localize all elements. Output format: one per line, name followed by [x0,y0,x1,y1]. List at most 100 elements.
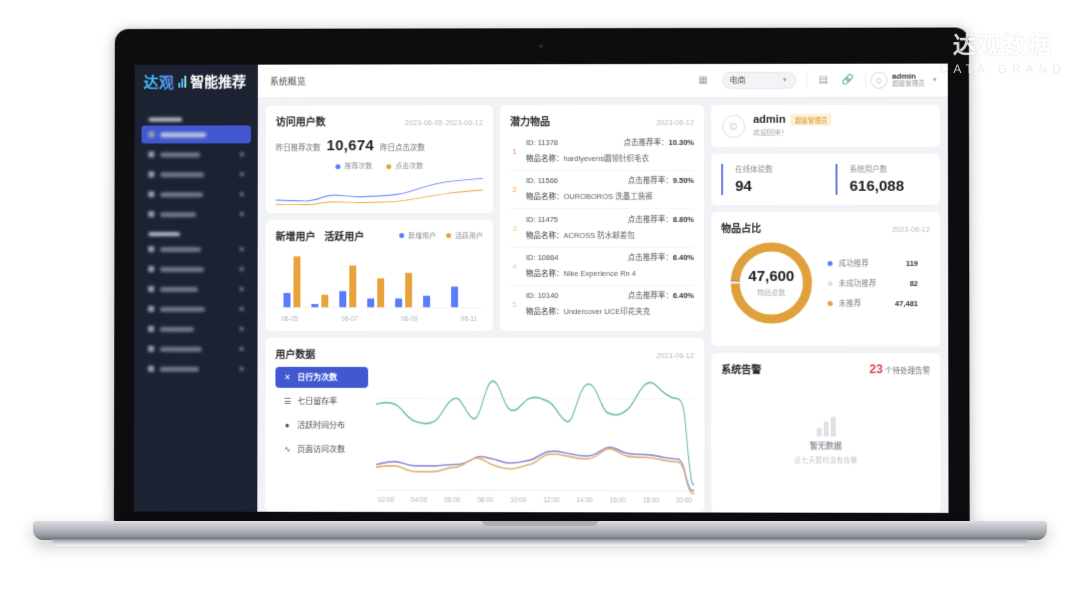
tab-label: 七日留存率 [297,396,338,406]
legend-label: 推荐次数 [344,163,373,171]
scatter-icon: ✕ [284,372,291,382]
tab-daily-behavior[interactable]: ✕ 日行为次数 [275,366,369,388]
sidebar-item-label [160,246,201,252]
legend: 新增用户 活跃用户 [399,231,483,241]
trend-icon: ∿ [283,444,291,454]
item-line-2: 物品名称：Undercover UCE印花夹克 [525,306,651,316]
sidebar-item[interactable] [141,320,250,338]
tab-active-time-distribution[interactable]: ● 活跃时间分布 [275,415,368,436]
app-logo[interactable]: 达观 智能推荐 [134,64,258,99]
item-id: ID: 11378 [526,138,558,148]
legend: 推荐次数 点击次数 [276,161,483,171]
sidebar-item[interactable] [141,185,250,203]
item-body: ID: 11566 点击推荐率：9.50% 物品名称：OUROBOROS 洗墨工… [526,175,694,204]
x-tick: 18:00 [642,497,660,505]
item-rate: 点击推荐率：10.30% [623,138,695,148]
right-column: ☺ admin 超级管理员 欢迎回来！ [711,104,941,513]
laptop-lid: 达观 智能推荐 系统概览 ▦ 电商 ▼ ▤ [113,27,970,525]
chevron-down-icon: ▼ [931,77,938,84]
legend-swatch [335,163,341,169]
sidebar-item[interactable] [141,260,250,278]
stat-system-users: 系统用户数 616,088 [835,163,940,195]
card-header: 用户数据 2023-06-12 [275,346,694,361]
card-title: 访问用户数 [275,117,326,129]
grid-icon[interactable]: ▦ [698,74,708,86]
items-list: 1 ID: 11378 点击推荐率：10.30% 物品名称：hardlyeven… [510,132,695,323]
legend-swatch [827,300,833,306]
chevron-right-icon [239,172,244,177]
document-icon[interactable]: ▤ [818,74,829,86]
user-data-card: 用户数据 2023-06-12 ✕ 日行为次数 [265,337,705,513]
admin-name: admin [753,113,786,126]
x-tick: 12:00 [543,497,560,505]
system-alert-card: 系统告警 23 个待处理告警 暂无数据 近七天暂时没有告警 [711,353,941,513]
x-tick: 02:00 [378,496,395,504]
sidebar-item[interactable] [141,205,250,223]
legend-item-recommend: 推荐次数 [335,161,372,171]
bar-chart-x-axis: 06-05 06-07 06-09 06-11 [275,316,483,323]
tab-seven-day-retention[interactable]: ☰ 七日留存率 [275,391,368,412]
item-line-2: 物品名称：OUROBOROS 洗墨工装裤 [526,192,653,202]
list-item[interactable]: 5 ID: 10140 点击推荐率：6.40% 物品名称：Undercover … [510,286,694,323]
user-data-body: ✕ 日行为次数 ☰ 七日留存率 ● [275,366,694,505]
sidebar-item[interactable] [141,300,250,318]
admin-welcome-card: ☺ admin 超级管理员 欢迎回来！ [711,104,940,147]
legend-value: 82 [909,278,918,288]
bars-logo-icon [178,75,187,88]
menu-icon [148,305,155,312]
kpi-label-recommend: 昨日推荐次数 [275,143,321,153]
sidebar-item-label [160,306,205,312]
sidebar-item-label [160,131,207,137]
kpi-value-recommend: 10,674 [326,137,375,155]
breadcrumb: 系统概览 [269,76,306,87]
x-tick: 14:00 [576,497,593,505]
list-item[interactable]: 2 ID: 11566 点击推荐率：9.50% 物品名称：OUROBOROS 洗… [510,171,695,210]
list-item[interactable]: 3 ID: 11475 点击推荐率：8.80% 物品名称：ACROSS 防水邮差… [510,209,695,248]
tab-page-visits[interactable]: ∿ 页面访问次数 [275,439,368,460]
chevron-right-icon [239,212,244,217]
left-column: 访问用户数 2023-06-05-2023-06-12 昨日推荐次数 10,67… [265,104,705,513]
menu-icon [148,151,155,158]
tab-label: 页面访问次数 [297,444,346,454]
funnel-icon: ☰ [283,396,291,406]
user-role: 超级管理员 [892,80,925,89]
admin-text: admin 超级管理员 欢迎回来！ [753,113,832,138]
clock-icon: ● [284,420,290,430]
sidebar-item-overview[interactable] [141,125,251,144]
top-bar-right: 系统概览 ▦ 电商 ▼ ▤ 🔗 ☺ [257,63,948,99]
legend-label: 活跃用户 [455,232,484,240]
item-rank: 2 [512,185,517,195]
link-icon[interactable]: 🔗 [842,74,855,86]
menu-icon [148,131,155,138]
item-line-2: 物品名称：hardlyevens圆领针织毛衣 [526,154,649,164]
legend-value: 119 [905,258,918,268]
visit-sparkline-chart [276,175,484,206]
laptop-base [33,521,1047,540]
legend-item-new-users: 新增用户 [399,231,436,241]
domain-selector[interactable]: 电商 ▼ [721,71,796,89]
sidebar-item[interactable] [141,240,250,258]
admin-line-1: admin 超级管理员 [753,113,832,126]
sidebar-item[interactable] [141,340,250,358]
legend-item-success: 成功推荐 119 [827,257,930,268]
stat-value: 94 [735,177,752,195]
sidebar-item[interactable] [141,145,250,163]
stat-label: 在线体验数 [735,164,773,174]
x-tick: 10:00 [510,497,527,505]
sidebar-item[interactable] [141,165,250,183]
menu-icon [148,191,155,198]
card-title: 潜力物品 [510,117,551,129]
list-item[interactable]: 1 ID: 11378 点击推荐率：10.30% 物品名称：hardlyeven… [510,132,695,172]
sidebar-item[interactable] [141,280,250,298]
sidebar-item-label [160,266,204,272]
card-title-active-users: 活跃用户 [324,232,365,244]
item-id: ID: 10864 [526,252,559,262]
item-id: ID: 11475 [526,214,558,224]
item-ratio-donut-chart: 47,600 物品总数 [725,237,817,329]
domain-selector-value: 电商 [729,75,746,85]
user-menu[interactable]: ☺ admin 超级管理员 ▼ [870,71,938,89]
list-item[interactable]: 4 ID: 10864 点击推荐率：6.40% 物品名称：Nike Experi… [510,247,695,286]
legend-value: 47,481 [894,298,919,308]
item-body: ID: 10140 点击推荐率：6.40% 物品名称：Undercover UC… [526,290,694,319]
sidebar-item[interactable] [141,360,251,378]
